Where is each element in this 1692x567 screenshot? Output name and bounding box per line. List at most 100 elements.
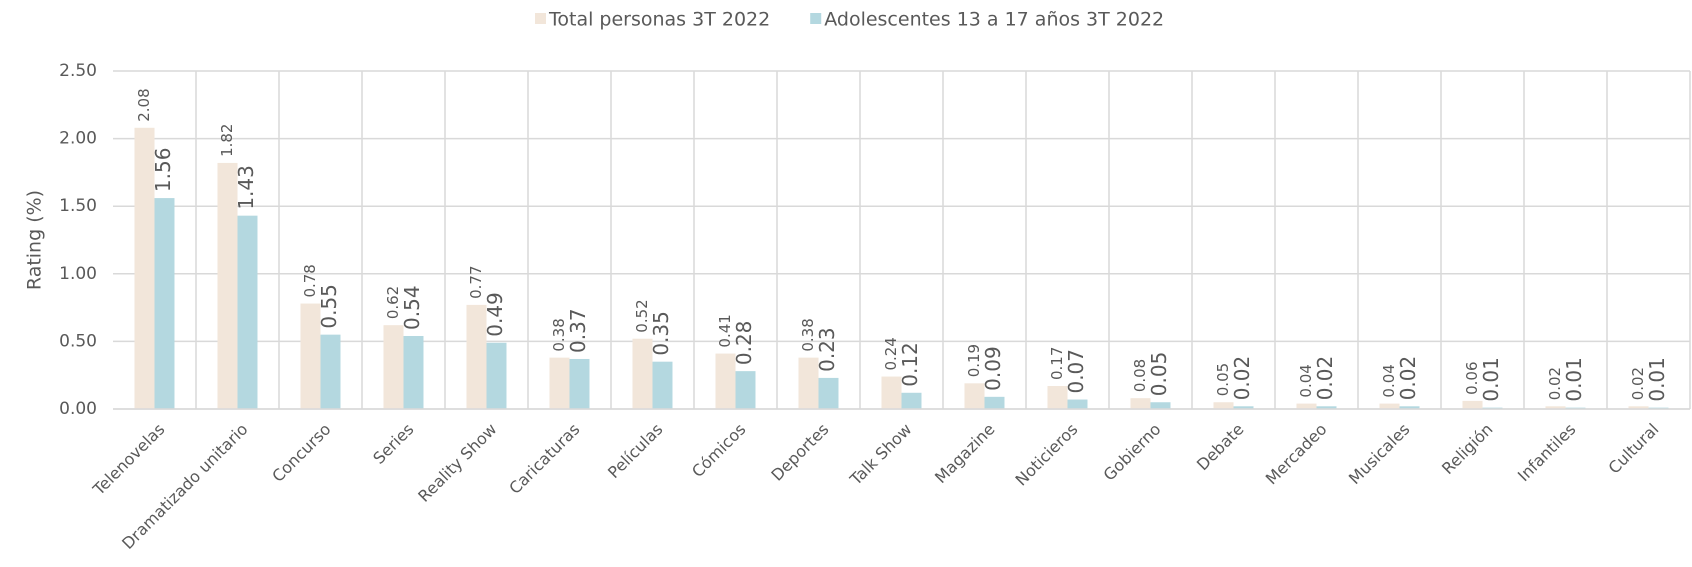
bar <box>735 371 756 409</box>
x-tick-label: Infantiles <box>1514 420 1580 486</box>
bar <box>1047 386 1068 409</box>
bar <box>1628 406 1649 409</box>
x-tick-label: Noticieros <box>1012 420 1082 490</box>
x-tick-label: Cómicos <box>688 420 749 481</box>
legend-swatch <box>810 13 822 24</box>
data-label: 0.06 <box>1463 361 1481 394</box>
data-label: 0.01 <box>1645 357 1669 402</box>
x-tick-label: Reality Show <box>414 420 500 506</box>
bar <box>383 325 404 409</box>
data-label: 0.78 <box>301 264 319 297</box>
data-label: 0.38 <box>799 318 817 351</box>
bar <box>466 304 487 409</box>
data-label: 0.55 <box>317 284 341 329</box>
data-label: 0.37 <box>566 308 590 353</box>
bar <box>1296 403 1317 409</box>
data-label: 0.01 <box>1479 357 1503 402</box>
legend-label: Adolescentes 13 a 17 años 3T 2022 <box>824 9 1164 31</box>
bar <box>486 342 507 409</box>
data-label: 0.02 <box>1230 356 1254 401</box>
y-tick-label: 2.50 <box>59 61 97 81</box>
legend-label: Total personas 3T 2022 <box>548 9 770 31</box>
bar <box>154 198 175 409</box>
bar <box>217 162 238 409</box>
data-label: 0.07 <box>1064 349 1088 394</box>
y-tick-label: 0.50 <box>59 331 97 351</box>
data-label: 1.56 <box>151 148 175 193</box>
bar <box>1067 399 1088 409</box>
x-tick-label: Telenovelas <box>89 420 169 500</box>
bar <box>300 303 321 409</box>
bar <box>549 357 570 409</box>
x-tick-label: Musicales <box>1345 420 1414 489</box>
data-label: 2.08 <box>135 88 153 121</box>
x-tick-label: Cultural <box>1605 420 1663 478</box>
x-tick-label: Religión <box>1438 420 1496 478</box>
bar <box>901 392 922 409</box>
data-label: 0.02 <box>1629 367 1647 400</box>
bar <box>1399 406 1420 409</box>
data-label: 0.62 <box>384 286 402 319</box>
bar <box>237 215 258 409</box>
data-label: 0.54 <box>400 285 424 330</box>
data-label: 0.52 <box>633 299 651 332</box>
data-label: 0.12 <box>898 342 922 387</box>
y-tick-label: 1.50 <box>59 196 97 216</box>
data-label: 0.04 <box>1297 364 1315 397</box>
x-tick-label: Series <box>369 420 417 468</box>
data-label: 0.35 <box>649 311 673 356</box>
bar <box>1233 406 1254 409</box>
x-tick-label: Películas <box>604 420 666 482</box>
bar <box>1379 403 1400 409</box>
bar <box>1130 398 1151 409</box>
bar <box>798 357 819 409</box>
x-tick-label: Caricaturas <box>505 420 583 498</box>
data-label: 0.02 <box>1313 356 1337 401</box>
y-axis-title: Rating (%) <box>24 190 46 290</box>
data-label: 0.05 <box>1214 363 1232 396</box>
data-label: 1.43 <box>234 165 258 210</box>
bar <box>1545 406 1566 409</box>
data-label: 0.24 <box>882 337 900 370</box>
data-label: 1.82 <box>218 124 236 157</box>
bar <box>1213 402 1234 409</box>
y-tick-label: 0.00 <box>59 399 97 419</box>
legend-swatch <box>535 13 546 24</box>
bar <box>818 377 839 409</box>
data-label: 0.02 <box>1396 356 1420 401</box>
bar <box>964 383 985 409</box>
data-label: 0.08 <box>1131 359 1149 392</box>
data-label: 0.23 <box>815 327 839 372</box>
bar <box>1316 406 1337 409</box>
x-tick-label: Magazine <box>931 420 998 487</box>
data-label: 0.02 <box>1546 367 1564 400</box>
bar <box>320 334 341 409</box>
data-label: 0.01 <box>1562 357 1586 402</box>
data-label: 0.19 <box>965 344 983 377</box>
bar <box>1462 400 1483 409</box>
bar <box>881 376 902 409</box>
x-tick-label: Mercadeo <box>1262 420 1331 489</box>
data-label: 0.49 <box>483 292 507 337</box>
x-tick-label: Concurso <box>268 420 334 486</box>
data-label: 0.04 <box>1380 364 1398 397</box>
x-tick-label: Gobierno <box>1100 420 1165 485</box>
data-label: 0.41 <box>716 314 734 347</box>
bar <box>632 338 653 409</box>
bar <box>715 353 736 409</box>
x-tick-label: Debate <box>1193 420 1248 475</box>
data-label: 0.77 <box>467 265 485 298</box>
data-label: 0.09 <box>981 346 1005 391</box>
y-tick-label: 1.00 <box>59 264 97 284</box>
x-tick-label: Talk Show <box>846 420 916 490</box>
bar <box>569 358 590 409</box>
bar <box>1150 402 1171 409</box>
bar <box>403 335 424 409</box>
bar <box>984 396 1005 409</box>
bar <box>652 361 673 409</box>
data-label: 0.28 <box>732 321 756 366</box>
data-label: 0.17 <box>1048 347 1066 380</box>
x-tick-label: Deportes <box>767 420 832 485</box>
bar <box>134 127 155 409</box>
